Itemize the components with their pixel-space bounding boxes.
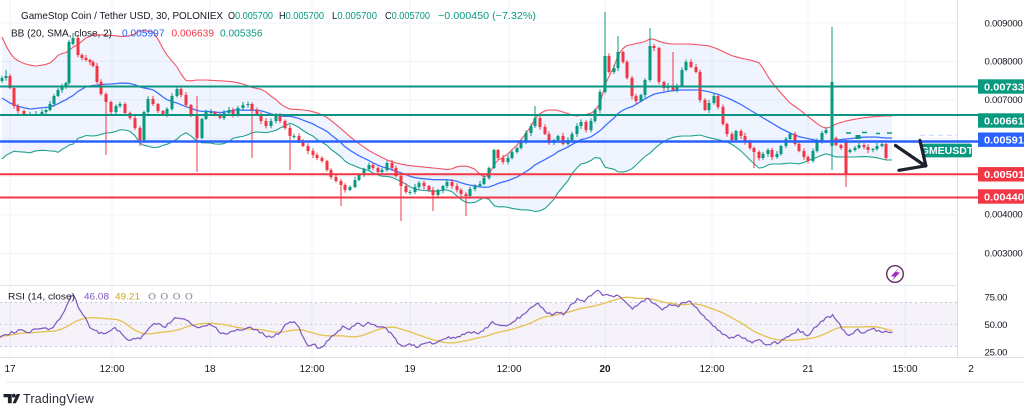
svg-text:20: 20	[599, 364, 611, 375]
svg-text:0.004408: 0.004408	[984, 191, 1024, 203]
svg-text:0.007000: 0.007000	[985, 95, 1023, 106]
svg-text:15:00: 15:00	[892, 364, 917, 375]
svg-text:0.006617: 0.006617	[984, 115, 1024, 127]
svg-text:0.003000: 0.003000	[985, 249, 1023, 260]
svg-text:2: 2	[968, 364, 974, 375]
svg-text:GameStop Coin / Tether USD, 30: GameStop Coin / Tether USD, 30, POLONIEX…	[21, 11, 536, 22]
svg-text:50.00: 50.00	[985, 320, 1008, 331]
svg-text:TradingView: TradingView	[23, 392, 95, 406]
svg-text:21: 21	[802, 364, 814, 375]
svg-text:BB (20, SMA, close, 2)0.005997: BB (20, SMA, close, 2) 0.005997 0.006639 0.…	[11, 29, 263, 40]
svg-text:18: 18	[204, 364, 216, 375]
svg-text:75.00: 75.00	[985, 292, 1008, 303]
svg-text:0.007331: 0.007331	[984, 81, 1024, 93]
svg-text:0.008000: 0.008000	[985, 57, 1023, 68]
svg-text:19: 19	[404, 364, 416, 375]
svg-text:12:00: 12:00	[99, 364, 124, 375]
svg-text:GMEUSDT: GMEUSDT	[921, 145, 974, 157]
svg-text:12:00: 12:00	[699, 364, 724, 375]
svg-text:17: 17	[4, 364, 16, 375]
svg-text:12:00: 12:00	[496, 364, 521, 375]
svg-text:12:00: 12:00	[299, 364, 324, 375]
svg-text:0.009000: 0.009000	[985, 18, 1023, 29]
svg-text:25.00: 25.00	[985, 347, 1008, 358]
svg-text:0.005916: 0.005916	[984, 135, 1024, 147]
svg-text:0.005011: 0.005011	[984, 169, 1024, 181]
svg-text:0.004000: 0.004000	[985, 209, 1023, 220]
